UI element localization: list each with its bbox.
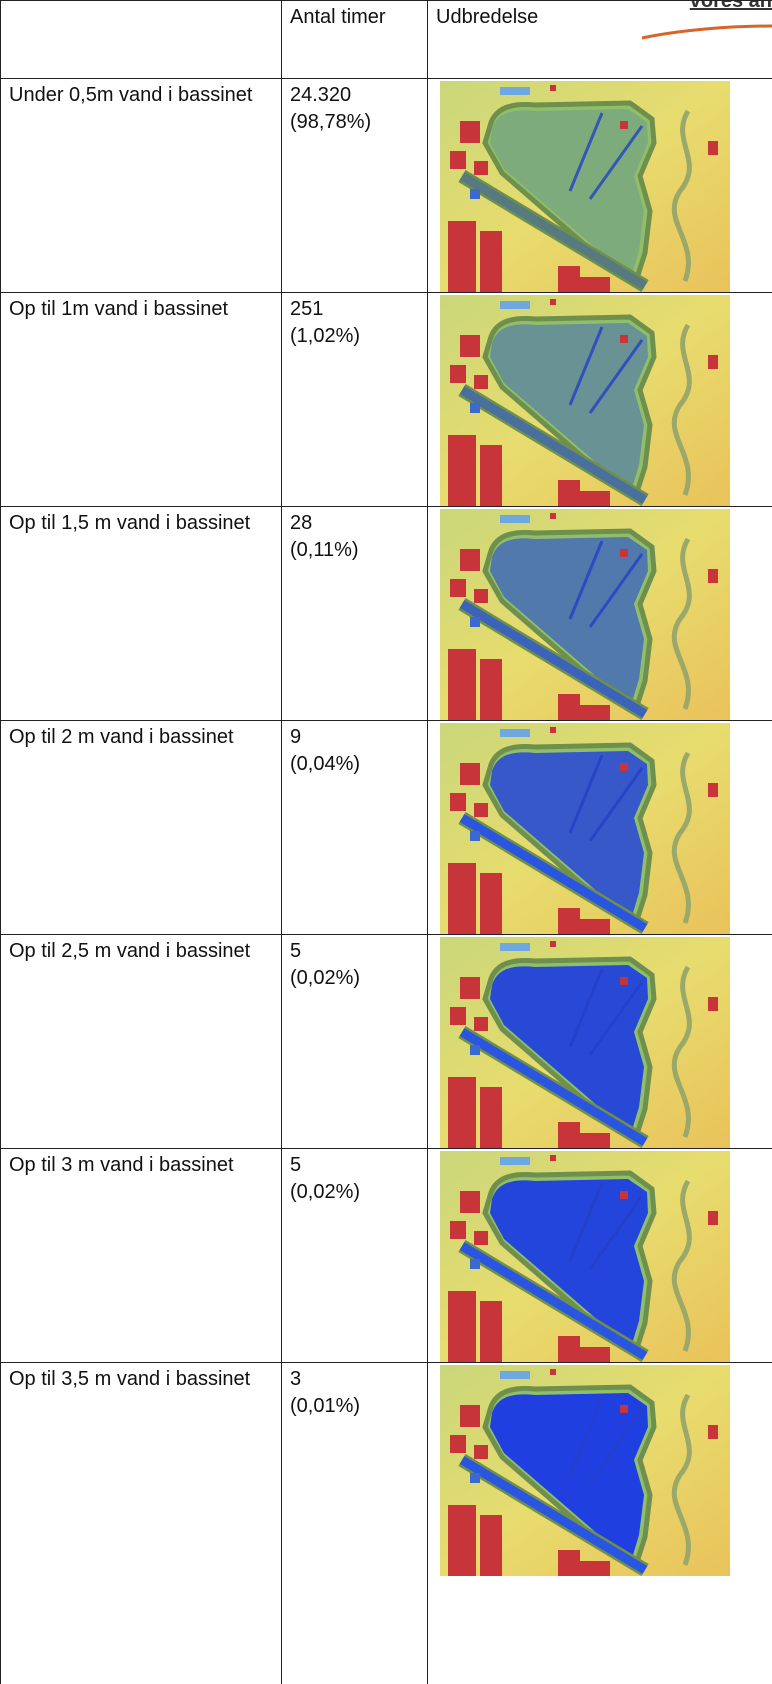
map-image [440,509,730,720]
map-image [440,723,730,934]
label-cell: Op til 1,5 m vand i bassinet [0,506,283,722]
label-cell: Op til 1m vand i bassinet [0,292,283,508]
header-text: Antal timer [290,6,386,28]
map-image [440,295,730,506]
share: (0,11%) [290,537,421,564]
flood-map [440,295,730,506]
row-label: Op til 2 m vand i bassinet [9,726,234,748]
share: (0,01%) [290,1393,421,1420]
share: (1,02%) [290,323,421,350]
hours-cell: 24.320(98,78%) [281,78,429,294]
hours: 9 [290,724,421,751]
hours-cell: 251(1,02%) [281,292,429,508]
flood-map [440,937,730,1148]
flood-map [440,81,730,292]
hours: 251 [290,296,421,323]
share: (0,04%) [290,751,421,778]
row-label: Op til 3 m vand i bassinet [9,1154,234,1176]
header-cell: Antal timer [281,0,429,80]
row-label: Op til 2,5 m vand i bassinet [9,940,250,962]
hours: 28 [290,510,421,537]
hours: 5 [290,1152,421,1179]
hours: 3 [290,1366,421,1393]
hours-cell: 5(0,02%) [281,1148,429,1364]
flood-map [440,723,730,934]
hours-cell: 9(0,04%) [281,720,429,936]
flood-map [440,1151,730,1362]
hours-cell: 28(0,11%) [281,506,429,722]
row-label: Op til 1m vand i bassinet [9,298,228,320]
label-cell: Op til 2 m vand i bassinet [0,720,283,936]
row-label: Op til 1,5 m vand i bassinet [9,512,250,534]
flood-map [440,509,730,720]
map-image [440,937,730,1148]
row-label: Op til 3,5 m vand i bassinet [9,1368,250,1390]
label-cell: Op til 3,5 m vand i bassinet [0,1362,283,1684]
label-cell: Op til 3 m vand i bassinet [0,1148,283,1364]
header-text: Udbredelse [436,6,538,28]
header-cell: Udbredelse [427,0,772,80]
header-cell [0,0,283,80]
hours: 5 [290,938,421,965]
hours-cell: 5(0,02%) [281,934,429,1150]
label-cell: Op til 2,5 m vand i bassinet [0,934,283,1150]
flood-map [440,1365,730,1576]
share: (0,02%) [290,965,421,992]
row-label: Under 0,5m vand i bassinet [9,84,252,106]
map-image [440,1151,730,1362]
share: (0,02%) [290,1179,421,1206]
label-cell: Under 0,5m vand i bassinet [0,78,283,294]
hours-cell: 3(0,01%) [281,1362,429,1684]
hours: 24.320 [290,82,421,109]
map-image [440,1365,730,1576]
document: vores an Antal timerUdbredelseUnder 0,5m… [0,0,772,1684]
share: (98,78%) [290,109,421,136]
map-image [440,81,730,292]
